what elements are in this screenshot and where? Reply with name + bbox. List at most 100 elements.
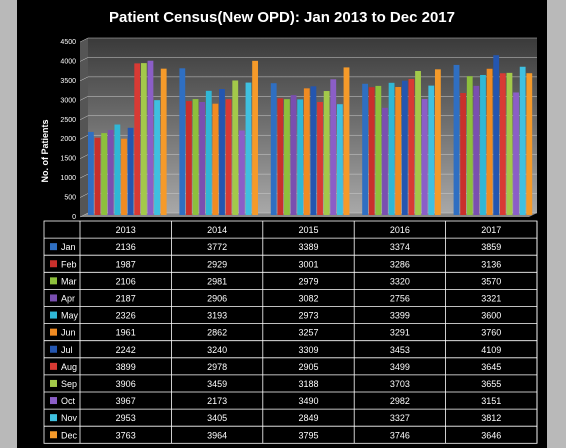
data-label: 3136 [481,259,501,269]
bar-apr-2014 [199,101,206,215]
bar-apr-2016 [382,107,388,215]
data-label: 2979 [298,276,318,286]
bar-feb-2017 [460,93,467,215]
bar-oct-2015 [330,79,337,216]
plot-side-wall [80,38,88,217]
legend-entry-may: May [61,311,79,321]
data-label: 2136 [116,242,136,252]
bar-sep-2017 [506,72,513,215]
data-label: 3327 [390,413,410,423]
y-tick-label: 4000 [60,58,76,65]
data-label: 3600 [481,311,501,321]
legend-entry-jun: Jun [61,328,76,338]
legend-entry-aug: Aug [61,362,77,372]
bar-may-2015 [297,99,304,215]
bar-apr-2013 [107,129,114,215]
data-label: 3459 [207,379,227,389]
bar-oct-2014 [238,130,245,215]
gridline-diag [79,37,89,43]
legend-entry-jul: Jul [61,345,73,355]
chart-title: Patient Census(New OPD): Jan 2013 to Dec… [109,9,455,26]
bar-dec-2015 [343,67,350,216]
data-label: 2978 [207,362,227,372]
data-label: 2242 [116,345,136,355]
data-label: 3193 [207,311,227,321]
data-label: 4109 [481,345,501,355]
legend-swatch-apr [50,294,57,302]
bar-may-2016 [388,82,395,215]
data-label: 3746 [390,430,410,440]
legend-swatch-aug [50,362,57,370]
y-tick-label: 1000 [60,175,76,182]
data-label: 3374 [390,242,410,252]
data-label: 2905 [298,362,318,372]
data-label: 3490 [298,396,318,406]
y-axis-label: No. of Patients [40,119,50,182]
gridline-diag [79,134,89,140]
bar-apr-2015 [290,95,297,215]
bar-aug-2016 [408,78,415,215]
data-label: 3320 [390,276,410,286]
bar-sep-2015 [323,91,330,215]
data-label: 2173 [207,396,227,406]
data-label: 3001 [298,259,318,269]
data-table: 2013 2014 2015 2016 2017 Jan 2136 3772 3389 3374 3… [43,220,538,444]
bar-jun-2017 [486,68,493,216]
bar-jan-2016 [362,83,369,216]
bar-jan-2017 [453,64,460,215]
bars [88,55,533,216]
data-label: 3257 [298,328,318,338]
bar-feb-2015 [277,98,284,215]
bar-feb-2013 [94,137,101,215]
data-label: 2982 [390,396,410,406]
legend-entry-nov: Nov [61,413,78,423]
legend-swatch-sep [50,379,57,387]
bar-jul-2013 [127,127,134,215]
bar-jan-2014 [179,68,186,215]
data-label: 3309 [298,345,318,355]
bar-mar-2015 [284,99,290,215]
legend-entry-sep: Sep [61,379,77,389]
category-label: 2014 [207,225,227,235]
gridline-diag [79,212,89,218]
category-label: 2013 [116,225,136,235]
data-label: 2981 [207,276,227,286]
legend-entry-dec: Dec [61,430,78,440]
data-label: 3453 [390,345,410,355]
data-label: 3570 [481,276,501,286]
bar-sep-2013 [140,63,147,215]
data-label: 3703 [390,379,410,389]
bar-may-2017 [480,75,486,215]
bar-jan-2013 [88,131,94,215]
legend-swatch-nov [50,414,57,422]
chart-frame: Patient Census(New OPD): Jan 2013 to Dec… [17,0,547,448]
data-label: 2187 [116,293,136,303]
bar-apr-2017 [473,85,480,215]
legend-entry-mar: Mar [61,276,77,286]
bar-jul-2017 [493,55,500,216]
data-label: 3899 [116,362,136,372]
bar-jan-2015 [270,83,277,215]
data-label: 3151 [481,396,501,406]
gridline-diag [79,57,89,62]
category-label: 2017 [481,225,501,235]
data-label: 3188 [298,379,318,389]
bar-sep-2014 [232,80,239,215]
data-label: 3646 [481,430,501,440]
category-label: 2016 [390,225,410,235]
bar-nov-2013 [154,100,160,215]
bar-jul-2016 [401,80,408,215]
data-label: 2906 [207,293,227,303]
legend-swatch-feb [50,260,57,268]
data-label: 3405 [207,413,227,423]
data-label: 2953 [116,413,136,423]
legend-swatch-may [50,311,57,319]
data-label: 3967 [116,396,136,406]
category-label: 2015 [298,225,318,235]
bar-jul-2014 [219,89,225,215]
bar-nov-2014 [245,82,252,215]
bar-aug-2014 [225,99,232,215]
bar-dec-2017 [526,73,533,215]
bar-mar-2013 [101,133,108,215]
data-label: 3499 [390,362,410,372]
